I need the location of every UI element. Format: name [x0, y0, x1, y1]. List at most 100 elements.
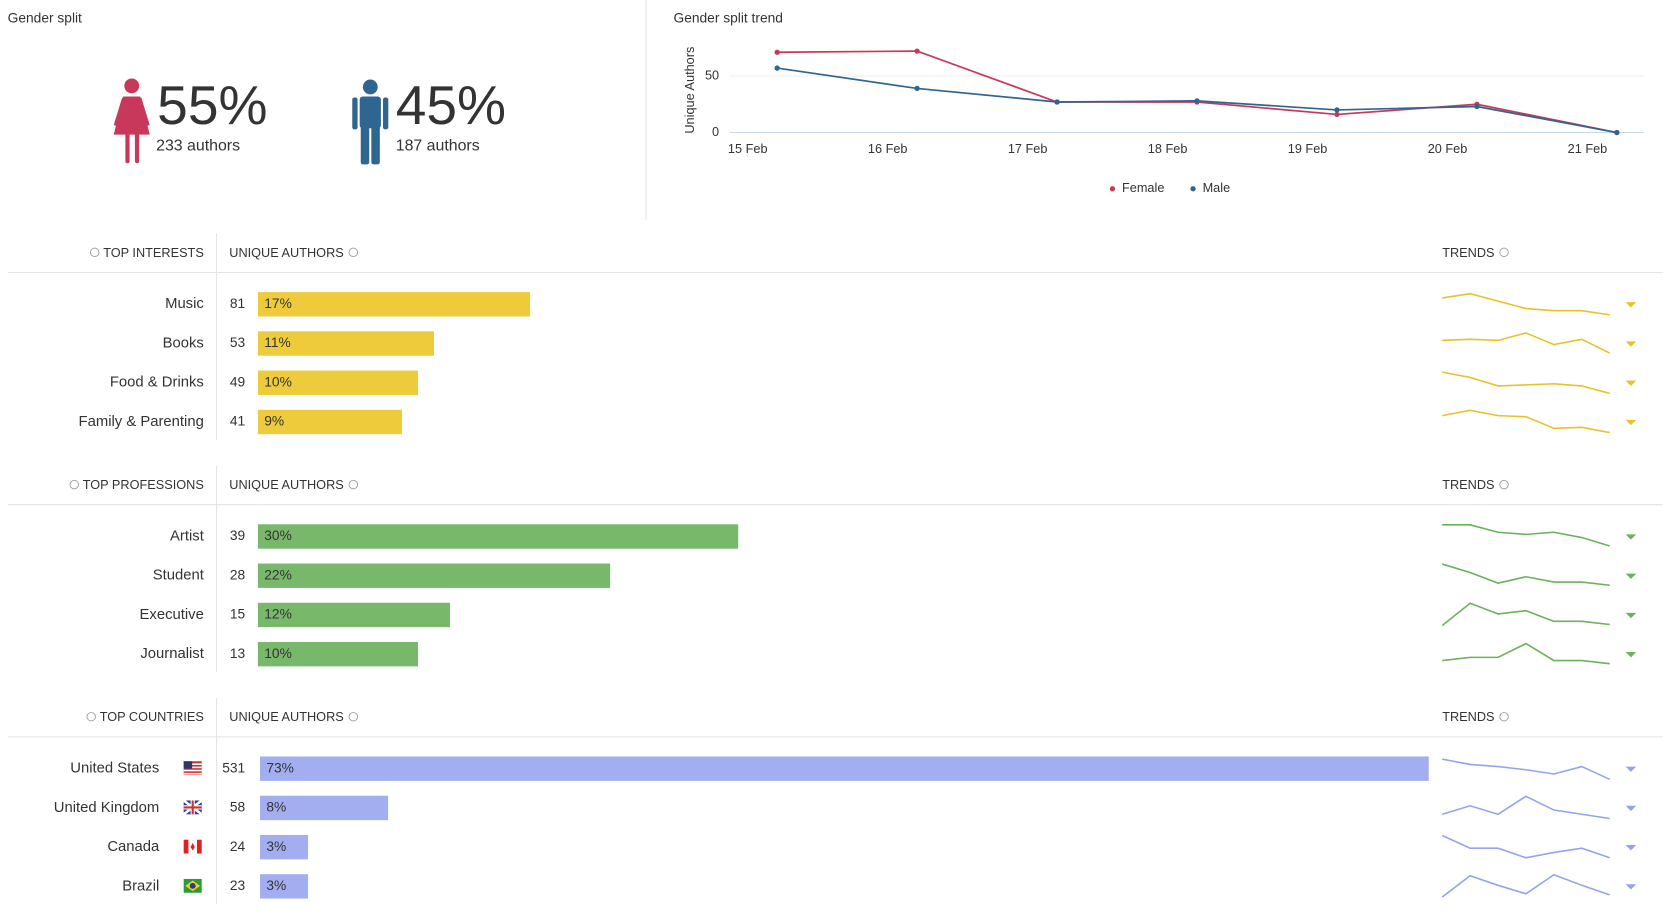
- bar: [257, 370, 419, 395]
- y-tick-label: 50: [705, 67, 719, 82]
- row-label: Journalist: [140, 646, 204, 662]
- x-tick-label: 16 Feb: [868, 141, 908, 156]
- bar-label: 30%: [264, 528, 292, 543]
- bar-label: 17%: [264, 296, 292, 311]
- sparkline: [1441, 834, 1610, 859]
- help-icon: [348, 247, 358, 258]
- legend-label: Male: [1203, 180, 1231, 195]
- trends-title: TRENDS: [1442, 709, 1494, 724]
- flag-uk: [182, 799, 203, 816]
- sparkline: [1442, 758, 1611, 781]
- trend-arrow: [1625, 419, 1637, 426]
- bar: [260, 756, 1429, 781]
- help-icon: [86, 712, 96, 722]
- bar: [257, 641, 419, 667]
- trend-arrow: [1625, 884, 1637, 890]
- help-icon: [348, 479, 358, 490]
- female-icon: [113, 78, 150, 164]
- trend-arrow: [1625, 573, 1637, 579]
- row-label: Music: [165, 296, 204, 312]
- row-label: Canada: [107, 839, 160, 855]
- male-authors: 187 authors: [396, 138, 480, 155]
- bar-label: 10%: [264, 646, 292, 661]
- x-tick-label: 17 Feb: [1008, 141, 1048, 156]
- bar: [257, 409, 402, 435]
- column-title: UNIQUE AUTHORS: [229, 477, 343, 492]
- bar-label: 73%: [266, 760, 294, 775]
- data-point: [1334, 111, 1340, 118]
- x-tick-label: 15 Feb: [728, 141, 768, 156]
- row-count: 23: [230, 878, 246, 893]
- help-icon: [90, 247, 100, 258]
- help-icon: [69, 479, 79, 490]
- trend-title: Gender split trend: [674, 11, 783, 26]
- row-count: 24: [230, 839, 246, 854]
- data-point: [1194, 98, 1200, 104]
- bar: [260, 795, 389, 821]
- legend-label: Female: [1122, 180, 1164, 195]
- row-count: 531: [222, 760, 245, 775]
- trend-arrow: [1625, 652, 1637, 658]
- bar: [260, 834, 309, 860]
- help-icon: [1499, 479, 1509, 490]
- x-tick-label: 20 Feb: [1428, 141, 1468, 156]
- data-point: [914, 48, 920, 54]
- trend-arrow: [1625, 302, 1637, 308]
- row-count: 15: [230, 607, 246, 622]
- row-count: 49: [230, 374, 245, 389]
- flag-us: [183, 761, 202, 776]
- gender-split-title: Gender split: [8, 11, 82, 26]
- row-count: 81: [230, 296, 245, 311]
- trend-arrow: [1625, 341, 1637, 347]
- y-tick-label: 0: [712, 124, 719, 139]
- sparkline: [1441, 795, 1610, 820]
- row-label: Artist: [170, 528, 205, 544]
- trends-title: TRENDS: [1442, 245, 1494, 260]
- row-count: 53: [230, 335, 246, 350]
- bar-label: 9%: [264, 414, 284, 429]
- male-percent: 45%: [396, 74, 506, 136]
- column-title: UNIQUE AUTHORS: [229, 245, 343, 260]
- trend-arrow: [1625, 534, 1637, 540]
- row-label: United States: [70, 761, 159, 777]
- row-label: Executive: [140, 607, 204, 623]
- bar-label: 3%: [266, 839, 286, 854]
- row-label: United Kingdom: [54, 800, 160, 816]
- section-title: TOP PROFESSIONS: [83, 477, 204, 492]
- y-axis-label: Unique Authors: [682, 47, 697, 134]
- bar: [257, 524, 739, 549]
- data-point: [1054, 99, 1060, 105]
- bar: [257, 602, 451, 628]
- bar-label: 3%: [266, 878, 286, 893]
- x-tick-label: 19 Feb: [1288, 141, 1328, 156]
- section-title: TOP COUNTRIES: [100, 709, 204, 724]
- trends-title: TRENDS: [1442, 477, 1494, 492]
- row-label: Food & Drinks: [110, 375, 204, 391]
- sparkline: [1442, 292, 1610, 316]
- column-title: UNIQUE AUTHORS: [229, 709, 343, 724]
- sparkline: [1442, 371, 1610, 395]
- bar-label: 8%: [266, 800, 286, 815]
- flags: [182, 761, 203, 893]
- trend-arrow: [1625, 612, 1637, 619]
- row-count: 39: [230, 528, 245, 543]
- help-icon: [348, 712, 358, 722]
- trend-arrow: [1625, 805, 1637, 812]
- row-count: 13: [230, 646, 246, 661]
- data-point: [774, 49, 780, 55]
- x-tick-label: 18 Feb: [1148, 141, 1188, 156]
- flag-br: [183, 878, 202, 893]
- row-count: 58: [230, 800, 246, 815]
- help-icon: [1499, 712, 1509, 722]
- sparkline: [1441, 873, 1610, 898]
- female-authors: 233 authors: [156, 138, 240, 155]
- series-line: [777, 50, 1618, 134]
- row-label: Family & Parenting: [79, 414, 204, 430]
- bar: [257, 563, 611, 588]
- trend-arrow: [1625, 766, 1637, 772]
- female-percent: 55%: [157, 74, 267, 136]
- x-tick-label: 21 Feb: [1568, 141, 1608, 156]
- bar-label: 11%: [264, 335, 291, 350]
- bar-label: 22%: [264, 567, 292, 582]
